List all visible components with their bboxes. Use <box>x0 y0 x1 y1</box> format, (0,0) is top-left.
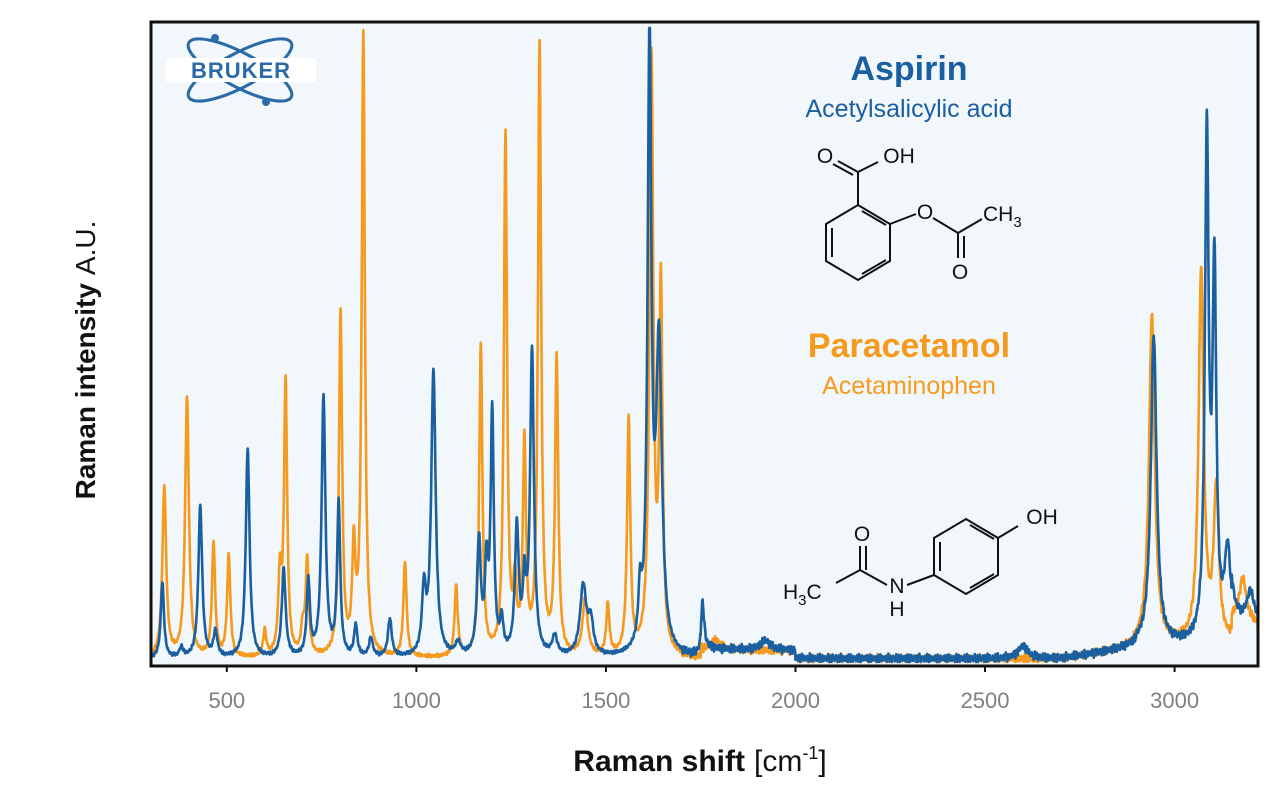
x-tick-label-3000: 3000 <box>1150 688 1199 713</box>
paracetamol-n: N <box>889 575 904 598</box>
aspirin-oh: OH <box>883 145 915 168</box>
plot-area <box>151 22 1258 666</box>
aspirin-o-left: O <box>817 145 833 168</box>
paracetamol-oh: OH <box>1026 506 1058 529</box>
plot-frame <box>149 20 1260 668</box>
legend-entry-aspirin: Aspirin <box>850 50 967 88</box>
logo-text: BRUKER <box>191 58 291 83</box>
x-axis-label: Raman shift [cm-1] <box>573 743 826 778</box>
paracetamol-structure <box>835 517 1019 596</box>
atom-orbit-icon <box>186 34 294 106</box>
x-tick-label-1000: 1000 <box>392 688 441 713</box>
y-axis-label: Raman intensity A.U. <box>70 221 101 500</box>
series-line-aspirin <box>150 26 1260 664</box>
paracetamol-h: H <box>889 598 904 621</box>
legend-entry-paracetamol: Paracetamol <box>808 327 1010 365</box>
paracetamol-h3c: H3C <box>783 581 822 609</box>
aspirin-o-carbonyl: O <box>952 261 968 284</box>
bruker-logo: BRUKER <box>166 34 316 106</box>
y-axis-unit: A.U. <box>70 221 101 275</box>
x-axis-unit-superscript: -1 <box>802 743 818 763</box>
aspirin-ch3-base: CH <box>983 203 1013 226</box>
y-axis-title: Raman intensity <box>70 283 101 500</box>
x-axis-title: Raman shift <box>573 745 745 778</box>
paracetamol-h3c-subscript: 3 <box>798 592 806 609</box>
paracetamol-o: O <box>854 523 870 546</box>
series-layer <box>150 26 1260 664</box>
aspirin-ch3: CH3 <box>983 203 1022 231</box>
x-tick-label-1500: 1500 <box>581 688 630 713</box>
x-tick-label-2000: 2000 <box>771 688 820 713</box>
x-axis-unit-close: ] <box>818 745 826 778</box>
aspirin-o-ester: O <box>917 201 933 224</box>
paracetamol-h3c-h: H <box>783 581 798 604</box>
aspirin-ch3-subscript: 3 <box>1013 214 1021 231</box>
paracetamol-h3c-c: C <box>807 581 822 604</box>
legend-subtitle-aspirin: Acetylsalicylic acid <box>805 95 1012 123</box>
x-tick-label-500: 500 <box>208 688 245 713</box>
x-axis-unit: [cm <box>754 745 802 778</box>
legend-subtitle-paracetamol: Acetaminophen <box>822 372 996 400</box>
x-axis: 500 1000 1500 2000 2500 3000 <box>208 666 1199 713</box>
aspirin-structure <box>825 160 983 282</box>
x-tick-label-2500: 2500 <box>961 688 1010 713</box>
